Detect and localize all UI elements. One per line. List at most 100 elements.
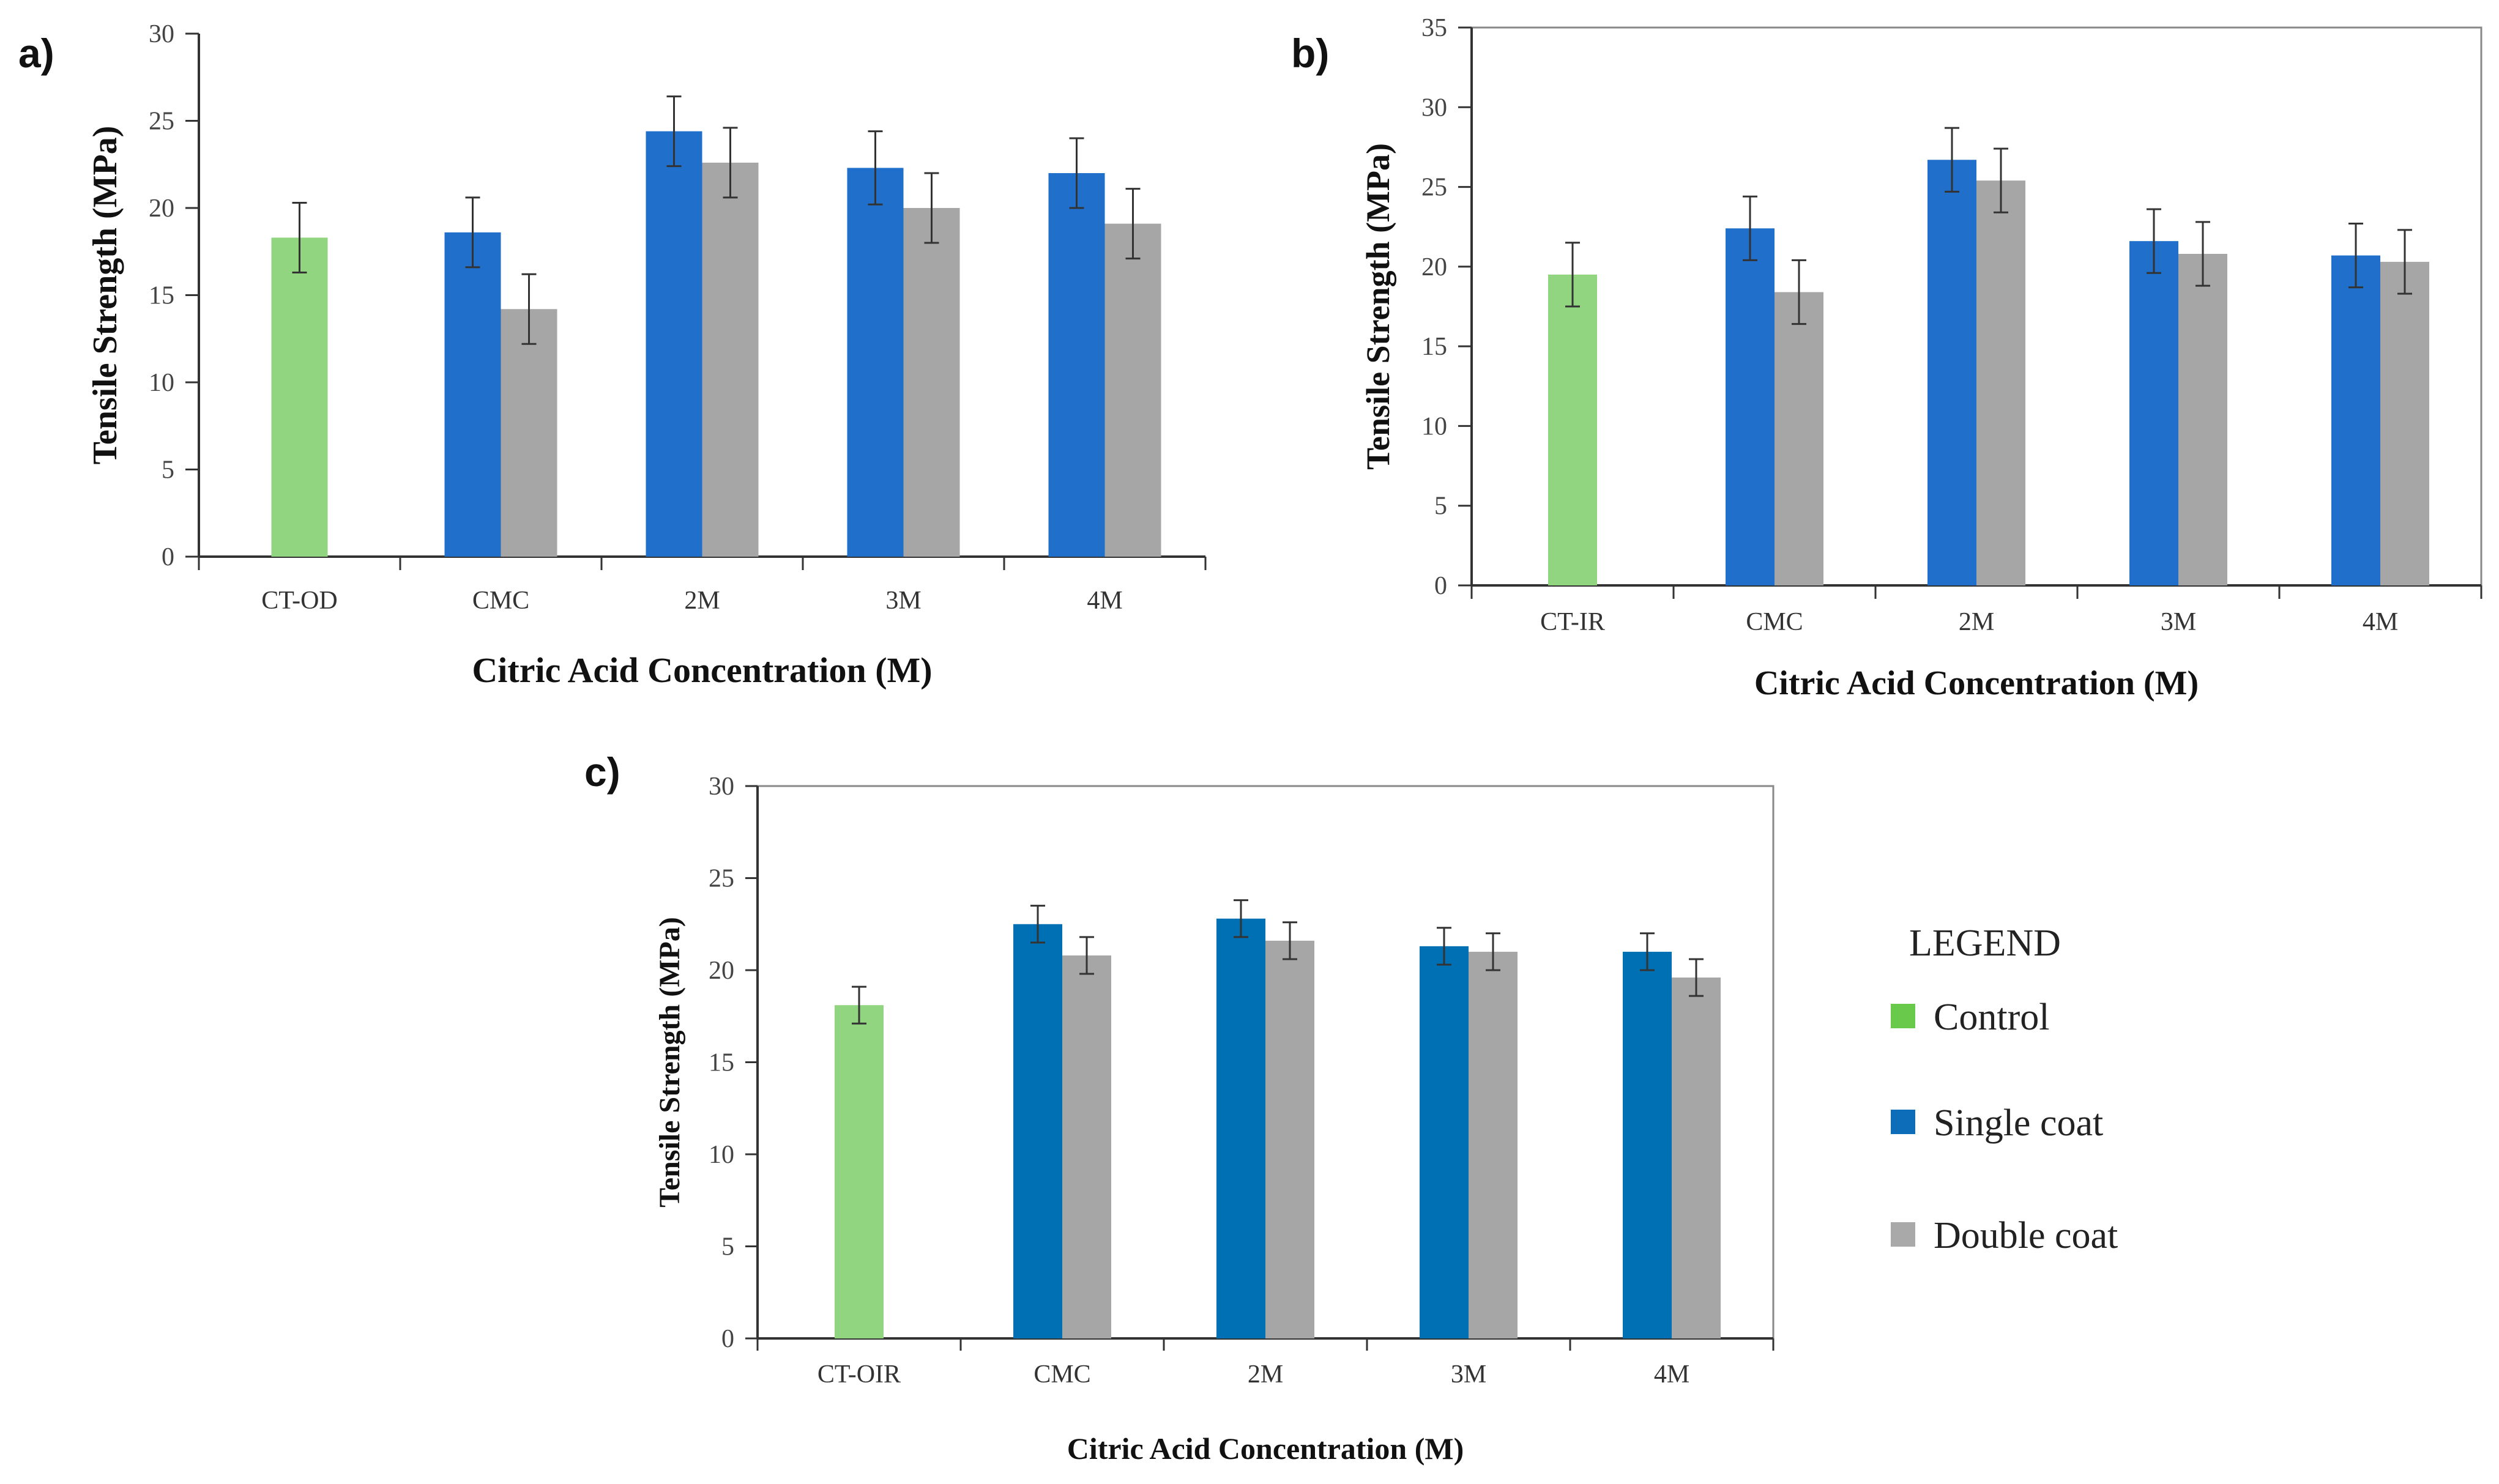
x-tick-label: 4M [1087, 587, 1122, 615]
error-bar [1945, 127, 1959, 193]
x-tick-label: 3M [2161, 608, 2196, 636]
y-tick-label: 10 [149, 369, 174, 397]
bar-control [271, 237, 328, 557]
y-tick-label: 25 [709, 865, 734, 893]
y-axis-title: Tensile Strength (MPa) [654, 917, 686, 1208]
x-tick-label: 3M [1451, 1360, 1486, 1389]
legend-swatch [1891, 1222, 1915, 1247]
bar-double-coat [1104, 223, 1161, 557]
error-bar [521, 273, 537, 345]
legend-label: Single coat [1934, 1102, 2103, 1144]
error-bar [1437, 927, 1451, 966]
x-tick-label: CT-IR [1540, 608, 1605, 636]
bar-single-coat [444, 232, 501, 557]
error-bar [1792, 259, 1806, 325]
bar-single-coat [1927, 160, 1976, 585]
y-tick-label: 20 [709, 957, 734, 985]
error-bar [1079, 936, 1094, 975]
bar-double-coat [702, 162, 759, 557]
x-tick-label: 2M [684, 587, 720, 615]
y-axis-title: Tensile Strength (MPa) [1360, 143, 1396, 470]
bar-double-coat [1976, 180, 2025, 585]
panel-letter: a) [18, 31, 54, 76]
x-tick-label: 2M [1248, 1360, 1283, 1389]
legend-label: Control [1934, 996, 2049, 1038]
legend: LEGEND Control Single coat Double coat [1891, 922, 2118, 1256]
error-bar [666, 95, 682, 168]
error-bar [1689, 958, 1704, 997]
legend-title: LEGEND [1909, 922, 2061, 964]
error-bar [1994, 147, 2008, 213]
y-tick-label: 20 [149, 195, 174, 223]
bar-single-coat [1216, 918, 1265, 1338]
y-tick-label: 20 [1421, 253, 1447, 281]
y-tick-label: 25 [149, 108, 174, 136]
x-tick-label: CMC [472, 587, 529, 615]
y-tick-label: 0 [721, 1325, 734, 1353]
x-tick-label: 2M [1959, 608, 1994, 636]
bar-single-coat [1013, 924, 1062, 1338]
x-axis-title: Citric Acid Concentration (M) [1067, 1431, 1464, 1466]
y-tick-label: 25 [1421, 174, 1447, 202]
error-bar [292, 201, 307, 273]
bar-single-coat [2331, 255, 2380, 585]
bar-double-coat [903, 208, 960, 557]
x-tick-label: CT-OIR [817, 1360, 901, 1389]
legend-item: Single coat [1891, 1102, 2103, 1144]
y-tick-label: 30 [709, 773, 734, 801]
x-tick-label: CT-OD [261, 587, 337, 615]
bar-double-coat [1062, 955, 1111, 1338]
bar-single-coat [2129, 241, 2178, 585]
panel-letter: b) [1291, 31, 1329, 76]
bar-double-coat [2380, 262, 2429, 585]
error-bar [852, 985, 866, 1025]
bar-single-coat [646, 131, 702, 557]
bar-single-coat [1623, 951, 1672, 1338]
x-tick-label: 4M [2363, 608, 2398, 636]
y-tick-label: 15 [149, 282, 174, 310]
y-tick-label: 10 [709, 1141, 734, 1169]
y-tick-label: 10 [1421, 412, 1447, 440]
y-axis-title: Tensile Strength (MPa) [86, 126, 124, 465]
y-tick-label: 15 [1421, 333, 1447, 361]
bar-double-coat [1672, 978, 1721, 1338]
y-tick-label: 5 [721, 1233, 734, 1261]
y-tick-label: 15 [709, 1049, 734, 1077]
bar-control [1548, 274, 1597, 585]
legend-item: Control [1891, 996, 2049, 1038]
y-tick-label: 30 [1421, 94, 1447, 122]
chart-panel-b: b) 0 5 10 15 20 25 30 35 CT-IR CMC 2M 3M 4M Tensile St… [1291, 14, 2482, 702]
bar-single-coat [1420, 946, 1469, 1338]
x-axis-title: Citric Acid Concentration (M) [472, 650, 932, 690]
chart-panel-a: a) 0 5 10 15 20 25 30 CT-OD CMC 2M 3M 4M Tensile Stre… [18, 20, 1207, 690]
error-bar [723, 127, 738, 199]
error-bar [1125, 188, 1141, 260]
error-bar [1743, 195, 1757, 261]
bar-double-coat [1265, 940, 1314, 1338]
panel-letter: c) [584, 749, 620, 795]
bar-single-coat [847, 168, 904, 557]
bar-single-coat [1048, 173, 1105, 557]
x-tick-label: CMC [1033, 1360, 1090, 1389]
x-tick-label: CMC [1746, 608, 1803, 636]
bar-single-coat [1726, 228, 1775, 585]
bar-double-coat [1775, 292, 1823, 585]
error-bar [2397, 229, 2412, 295]
error-bar [1486, 932, 1500, 971]
error-bar [1565, 242, 1580, 308]
legend-swatch [1891, 1110, 1915, 1134]
error-bar [1030, 905, 1045, 944]
bar-double-coat [2178, 254, 2227, 585]
y-tick-label: 35 [1421, 14, 1447, 42]
error-bar [924, 172, 939, 244]
error-bar [2147, 208, 2161, 274]
error-bar [1069, 137, 1084, 209]
error-bar [465, 196, 480, 269]
y-tick-label: 5 [162, 456, 174, 484]
chart-panel-c: c) 0 5 10 15 20 25 30 CT-OIR CMC 2M 3M 4M Tensile Str… [584, 749, 1775, 1466]
error-bar [1234, 899, 1248, 938]
bar-double-coat [501, 309, 557, 557]
error-bar [1640, 932, 1655, 971]
error-bar [1283, 921, 1297, 960]
